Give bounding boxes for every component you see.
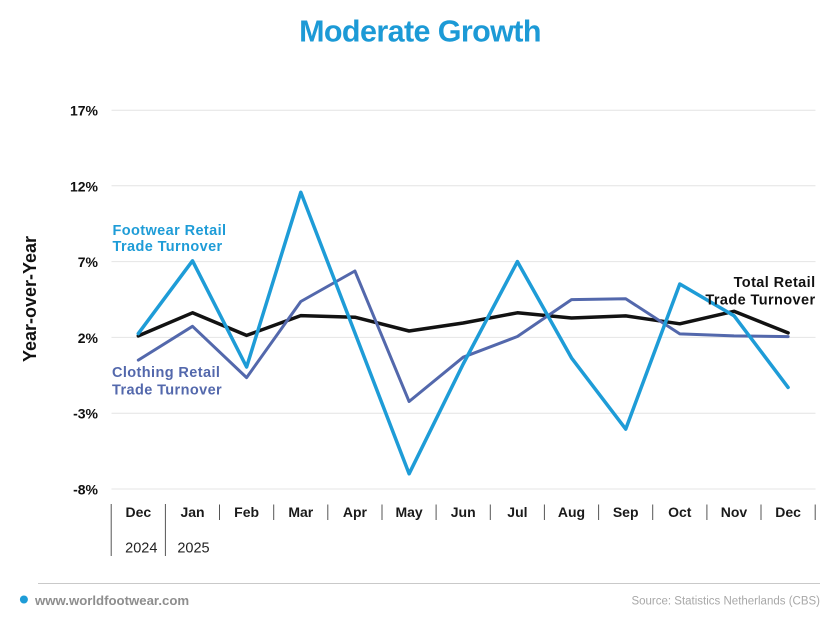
svg-text:Mar: Mar — [288, 504, 313, 520]
svg-text:Trade Turnover: Trade Turnover — [705, 292, 815, 308]
svg-text:Jan: Jan — [180, 504, 204, 520]
svg-text:Clothing Retail: Clothing Retail — [112, 365, 220, 381]
svg-text:Sep: Sep — [613, 504, 639, 520]
svg-text:Trade Turnover: Trade Turnover — [113, 239, 223, 255]
svg-text:Dec: Dec — [125, 504, 151, 520]
svg-text:Total Retail: Total Retail — [734, 275, 816, 291]
svg-text:Aug: Aug — [558, 504, 585, 520]
svg-text:Jun: Jun — [451, 504, 476, 520]
svg-text:7%: 7% — [78, 254, 99, 270]
svg-text:-8%: -8% — [73, 482, 98, 498]
svg-text:-3%: -3% — [73, 406, 98, 422]
svg-text:17%: 17% — [70, 103, 99, 119]
svg-text:2%: 2% — [78, 330, 99, 346]
svg-text:Nov: Nov — [721, 504, 748, 520]
svg-text:Feb: Feb — [234, 504, 259, 520]
svg-text:Footwear Retail: Footwear Retail — [113, 223, 227, 239]
svg-text:Oct: Oct — [668, 504, 692, 520]
svg-text:Dec: Dec — [775, 504, 801, 520]
svg-text:Year-over-Year: Year-over-Year — [20, 236, 40, 362]
svg-text:www.worldfootwear.com: www.worldfootwear.com — [34, 593, 189, 608]
svg-text:12%: 12% — [70, 178, 99, 194]
svg-text:Moderate Growth: Moderate Growth — [299, 15, 541, 49]
svg-text:Jul: Jul — [507, 504, 527, 520]
svg-text:2024: 2024 — [125, 541, 157, 557]
svg-text:Source: Statistics Netherlands: Source: Statistics Netherlands (CBS) — [631, 596, 820, 608]
svg-text:2025: 2025 — [177, 541, 209, 557]
svg-text:May: May — [395, 504, 422, 520]
svg-text:Apr: Apr — [343, 504, 368, 520]
svg-text:Trade Turnover: Trade Turnover — [112, 383, 222, 399]
